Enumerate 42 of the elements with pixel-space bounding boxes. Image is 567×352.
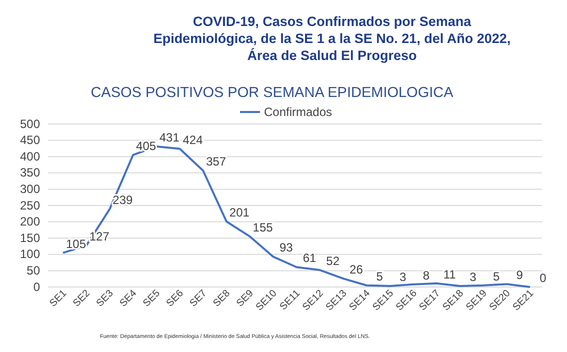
data-label: 5	[492, 269, 500, 284]
data-label: 405	[136, 138, 156, 153]
data-label: 424	[182, 132, 204, 147]
x-tick-label: SE8	[211, 288, 233, 310]
x-tick-label: SE4	[118, 288, 140, 310]
y-tick-label: 100	[20, 247, 40, 262]
data-label: 52	[326, 254, 340, 268]
x-tick-label: SE2	[71, 288, 93, 310]
data-label: 8	[422, 268, 430, 282]
y-tick-label: 50	[26, 264, 40, 278]
data-label: 357	[206, 154, 226, 169]
data-label: 3	[400, 270, 407, 284]
data-label: 11	[443, 267, 456, 282]
y-tick-label: 450	[20, 133, 40, 148]
x-tick-label: SE3	[94, 288, 116, 310]
y-tick-label: 300	[20, 182, 40, 196]
data-label: 431	[159, 130, 180, 144]
y-tick-label: 0	[33, 280, 40, 294]
data-label: 155	[252, 220, 274, 234]
data-label: 26	[350, 262, 364, 277]
y-tick-label: 400	[20, 149, 40, 164]
x-tick-label: SE9	[234, 288, 256, 310]
x-tick-label: SE7	[188, 288, 210, 310]
x-tick-label: SE6	[164, 288, 186, 310]
data-label: 9	[516, 268, 524, 282]
data-label: 105	[66, 236, 86, 251]
y-tick-label: 350	[20, 166, 40, 180]
data-label: 93	[279, 240, 294, 255]
data-label: 201	[229, 205, 250, 220]
x-tick-label: SE1	[48, 288, 70, 310]
y-tick-label: 500	[20, 116, 40, 131]
legend-label: Confirmados	[264, 105, 332, 119]
data-label: 61	[302, 251, 316, 266]
chart-subtitle: CASOS POSITIVOS POR SEMANA EPIDEMIOLOGICA	[90, 85, 454, 101]
y-tick-label: 150	[20, 230, 40, 245]
x-tick-label: SE5	[141, 288, 163, 310]
data-label: 3	[470, 270, 477, 284]
y-tick-label: 200	[20, 214, 40, 229]
data-label: 0	[540, 271, 547, 285]
chart-title: COVID-19, Casos Confirmados por Semana Epidemiológica, de la SE 1 a la SE No. 21, del Año 2022, Área de Salud El Progreso	[153, 14, 511, 63]
data-label: 5	[376, 269, 384, 284]
y-tick-label: 250	[20, 198, 40, 212]
